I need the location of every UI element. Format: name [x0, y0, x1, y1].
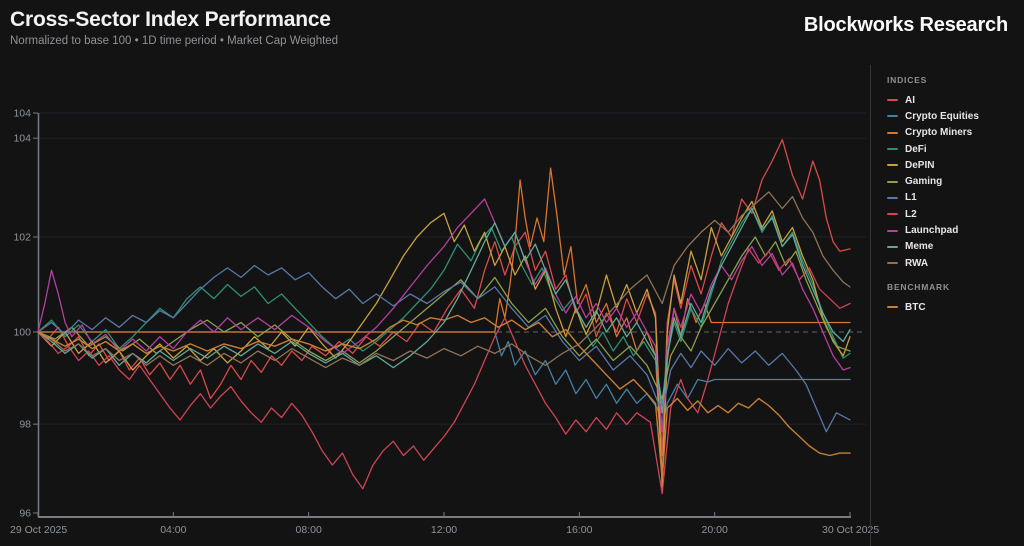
x-tick-label: 16:00 [566, 524, 592, 536]
legend-item-rwa[interactable]: RWA [887, 255, 1020, 271]
legend-item-defi[interactable]: DeFi [887, 141, 1020, 157]
legend-item-btc[interactable]: BTC [887, 299, 1020, 315]
legend-gap [887, 271, 1020, 282]
legend-item-label: Meme [905, 241, 934, 253]
legend-item-gaming[interactable]: Gaming [887, 173, 1020, 189]
chart-line-l2 [37, 248, 851, 495]
chart-line-crypto-equities [37, 331, 851, 428]
legend-swatch [887, 148, 898, 151]
legend-item-ai[interactable]: AI [887, 92, 1020, 108]
chart-line-ai [37, 138, 851, 457]
legend-item-label: AI [905, 94, 915, 106]
legend-benchmark-header: BENCHMARK [887, 282, 950, 293]
y-tick-label: 96 [19, 507, 31, 519]
legend-swatch [887, 99, 898, 102]
chart-line-btc [37, 314, 851, 480]
legend-panel: INDICES AI Crypto Equities Crypto Miners De… [870, 65, 1024, 546]
legend-swatch [887, 229, 898, 232]
chart-line-rwa [37, 191, 851, 369]
brand-logo: Blockworks Research [803, 14, 1008, 36]
x-tick-label: 12:00 [431, 524, 457, 536]
legend-indices-header: INDICES [887, 75, 928, 85]
legend-swatch [887, 262, 898, 265]
legend-swatch [887, 196, 898, 199]
legend-item-label: Crypto Equities [905, 110, 979, 122]
chart-line-gaming [37, 236, 851, 400]
legend-item-label: DeFi [905, 143, 927, 155]
legend-item-meme[interactable]: Meme [887, 239, 1020, 255]
chart-line-l1 [37, 264, 851, 433]
legend-benchmark-list: BTC [887, 299, 1020, 315]
legend-swatch [887, 306, 898, 309]
legend-swatch [887, 115, 898, 118]
legend-item-label: L2 [905, 208, 917, 220]
chart-line-meme [37, 207, 851, 414]
page-title: Cross-Sector Index Performance [10, 8, 331, 31]
legend-swatch [887, 131, 898, 134]
legend-swatch [887, 180, 898, 183]
chart-line-depin [37, 200, 851, 490]
x-tick-label: 29 Oct 2025 [10, 524, 67, 536]
y-tick-label: 102 [13, 232, 31, 244]
legend-item-label: Gaming [905, 176, 943, 188]
legend-item-l2[interactable]: L2 [887, 206, 1020, 222]
legend-indices-list: AI Crypto Equities Crypto Miners DeFi DePIN G… [887, 92, 1020, 271]
y-tick-label: 104 [13, 133, 31, 145]
legend-swatch [887, 164, 898, 167]
legend-item-crypto-equities[interactable]: Crypto Equities [887, 108, 1020, 124]
legend-item-launchpad[interactable]: Launchpad [887, 222, 1020, 238]
x-tick-label: 04:00 [160, 524, 186, 536]
legend-item-label: DePIN [905, 159, 935, 171]
legend-item-l1[interactable]: L1 [887, 190, 1020, 206]
y-tick-label: 100 [13, 327, 31, 339]
page-subtitle: Normalized to base 100 • 1D time period … [10, 35, 339, 47]
legend-item-label: RWA [905, 257, 929, 269]
legend-item-label: Launchpad [905, 225, 959, 237]
x-tick-label: 08:00 [296, 524, 322, 536]
y-tick-label: 98 [19, 419, 31, 431]
legend-item-label: BTC [905, 301, 926, 313]
legend-item-label: L1 [905, 192, 917, 204]
legend-item-depin[interactable]: DePIN [887, 157, 1020, 173]
legend-item-crypto-miners[interactable]: Crypto Miners [887, 125, 1020, 141]
legend-swatch [887, 213, 898, 216]
legend-item-label: Crypto Miners [905, 127, 973, 139]
y-tick-label: 104 [13, 108, 31, 120]
legend-swatch [887, 245, 898, 248]
x-tick-label: 30 Oct 2025 [822, 524, 879, 536]
x-tick-label: 20:00 [702, 524, 728, 536]
